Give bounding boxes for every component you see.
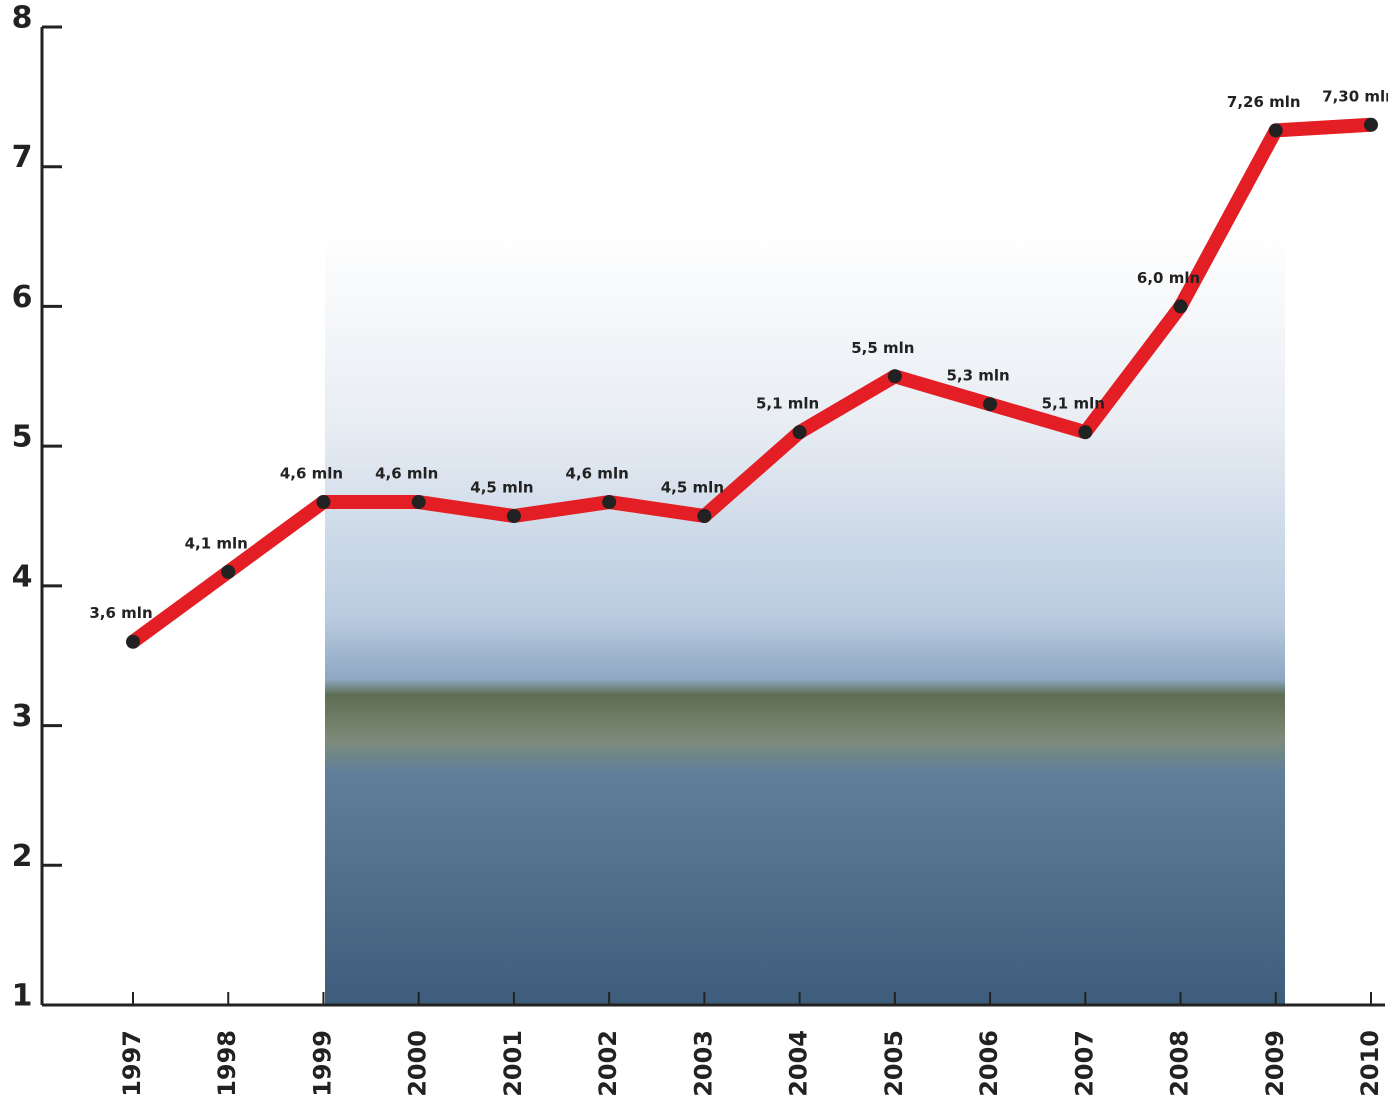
x-tick-label: 2006 [975, 1030, 1003, 1097]
value-label: 7,30 mln [1322, 87, 1388, 105]
value-label: 4,1 mln [185, 534, 248, 552]
value-label: 4,6 mln [375, 465, 438, 483]
value-label: 3,6 mln [89, 604, 152, 622]
y-tick-label: 6 [12, 280, 33, 315]
x-tick-label: 2008 [1166, 1030, 1194, 1097]
x-tick-label: 2010 [1356, 1030, 1384, 1097]
value-label: 4,6 mln [280, 465, 343, 483]
x-tick-label: 1999 [308, 1030, 336, 1097]
point [1173, 299, 1188, 314]
point [411, 495, 426, 510]
point [602, 495, 617, 510]
x-tick-label: 2001 [499, 1030, 527, 1097]
y-tick-label: 4 [12, 559, 33, 594]
value-label: 4,6 mln [566, 465, 629, 483]
value-label: 5,3 mln [946, 367, 1009, 385]
x-tick-label: 1998 [213, 1030, 241, 1097]
y-tick-label: 8 [12, 1, 33, 36]
point [1364, 117, 1378, 132]
x-tick-label: 2000 [404, 1030, 432, 1097]
x-tick-label: 2009 [1261, 1030, 1289, 1097]
line [128, 117, 1372, 648]
value-label: 5,1 mln [756, 395, 819, 413]
y-tick-label: 1 [12, 979, 33, 1014]
value-label: 5,1 mln [1042, 395, 1105, 413]
value-label: 4,5 mln [470, 479, 533, 497]
y-tick-label: 5 [12, 420, 33, 455]
value-label: 7,26 mln [1227, 93, 1301, 111]
y-tick-label: 3 [12, 699, 33, 734]
point [221, 564, 236, 579]
x-tick-label: 2002 [594, 1030, 622, 1097]
background-photo [325, 230, 1285, 1005]
x-tick-label: 2007 [1070, 1030, 1098, 1097]
point [126, 634, 140, 649]
point [1268, 123, 1283, 138]
point [1078, 425, 1093, 440]
point [983, 397, 998, 412]
y-tick-label: 2 [12, 839, 33, 874]
x-tick-label: 2004 [785, 1030, 813, 1097]
point [887, 369, 902, 384]
point [792, 425, 807, 440]
point [506, 509, 521, 523]
value-label: 4,5 mln [661, 479, 724, 497]
value-label: 5,5 mln [851, 339, 914, 357]
x-tick-label: 2003 [689, 1030, 717, 1097]
x-tick-label: 1997 [118, 1030, 146, 1097]
x-tick-label: 2005 [880, 1030, 908, 1097]
y-tick-label: 7 [12, 140, 33, 175]
point [697, 509, 712, 523]
value-label: 6,0 mln [1137, 269, 1200, 287]
point [316, 495, 331, 510]
